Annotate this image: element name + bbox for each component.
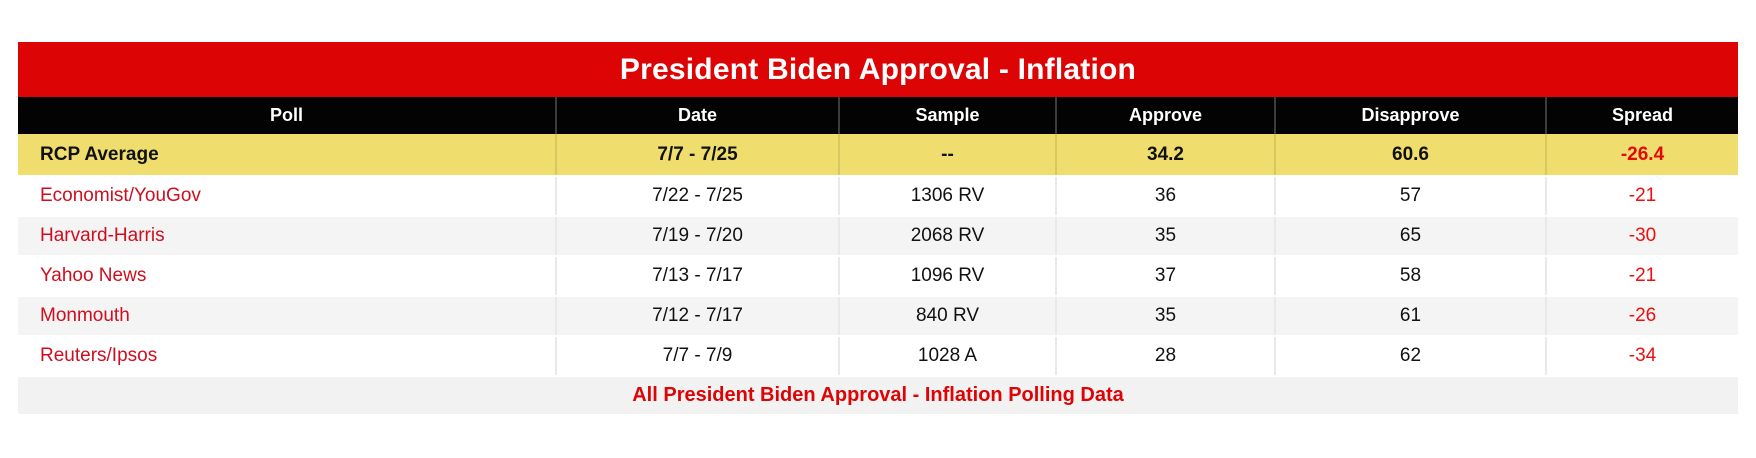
spread-cell: -30 [1545, 217, 1738, 255]
poll-name-cell: Monmouth [18, 297, 555, 335]
sample-cell: 1306 RV [838, 177, 1055, 215]
rcp-average-spread: -26.4 [1545, 134, 1738, 175]
sample-cell: 840 RV [838, 297, 1055, 335]
poll-name-cell: Economist/YouGov [18, 177, 555, 215]
column-header-date: Date [555, 97, 838, 134]
rcp-average-row: RCP Average 7/7 - 7/25 -- 34.2 60.6 -26.… [18, 134, 1738, 175]
table-row: Economist/YouGov 7/22 - 7/25 1306 RV 36 … [18, 177, 1738, 215]
column-header-sample: Sample [838, 97, 1055, 134]
table-title: President Biden Approval - Inflation [619, 52, 1137, 86]
sample-cell: 1096 RV [838, 257, 1055, 295]
poll-link[interactable]: Monmouth [40, 305, 130, 326]
disapprove-cell: 65 [1274, 217, 1545, 255]
spread-cell: -21 [1545, 257, 1738, 295]
column-header-row: Poll Date Sample Approve Disapprove Spre… [18, 97, 1738, 134]
footer-bar: All President Biden Approval - Inflation… [18, 377, 1738, 414]
approve-cell: 35 [1055, 217, 1274, 255]
spread-cell: -34 [1545, 337, 1738, 375]
approve-cell: 35 [1055, 297, 1274, 335]
rcp-average-disapprove: 60.6 [1274, 134, 1545, 175]
column-header-poll: Poll [269, 105, 303, 125]
date-cell: 7/7 - 7/9 [555, 337, 838, 375]
spread-cell: -21 [1545, 177, 1738, 215]
poll-name-cell: Reuters/Ipsos [18, 337, 555, 375]
approve-cell: 28 [1055, 337, 1274, 375]
poll-table: President Biden Approval - Inflation Pol… [18, 42, 1738, 414]
poll-link[interactable]: Reuters/Ipsos [40, 345, 158, 366]
poll-link[interactable]: Economist/YouGov [40, 185, 201, 206]
disapprove-cell: 61 [1274, 297, 1545, 335]
poll-link[interactable]: Yahoo News [40, 265, 147, 286]
column-header-disapprove: Disapprove [1274, 97, 1545, 134]
rcp-average-date: 7/7 - 7/25 [555, 134, 838, 175]
table-row: Reuters/Ipsos 7/7 - 7/9 1028 A 28 62 -34 [18, 337, 1738, 375]
sample-cell: 1028 A [838, 337, 1055, 375]
rcp-average-sample: -- [838, 134, 1055, 175]
table-row: Monmouth 7/12 - 7/17 840 RV 35 61 -26 [18, 297, 1738, 335]
poll-name-cell: Yahoo News [18, 257, 555, 295]
rcp-average-label: RCP Average [40, 143, 159, 165]
table-row: Harvard-Harris 7/19 - 7/20 2068 RV 35 65… [18, 217, 1738, 255]
date-cell: 7/12 - 7/17 [555, 297, 838, 335]
poll-name-cell: Harvard-Harris [18, 217, 555, 255]
all-polling-data-link[interactable]: All President Biden Approval - Inflation… [632, 384, 1124, 406]
poll-link[interactable]: Harvard-Harris [40, 225, 165, 246]
spread-cell: -26 [1545, 297, 1738, 335]
approve-cell: 37 [1055, 257, 1274, 295]
sample-cell: 2068 RV [838, 217, 1055, 255]
disapprove-cell: 57 [1274, 177, 1545, 215]
date-cell: 7/22 - 7/25 [555, 177, 838, 215]
column-header-spread: Spread [1545, 97, 1738, 134]
date-cell: 7/19 - 7/20 [555, 217, 838, 255]
column-header-approve: Approve [1055, 97, 1274, 134]
disapprove-cell: 58 [1274, 257, 1545, 295]
disapprove-cell: 62 [1274, 337, 1545, 375]
table-row: Yahoo News 7/13 - 7/17 1096 RV 37 58 -21 [18, 257, 1738, 295]
rcp-average-approve: 34.2 [1055, 134, 1274, 175]
table-title-bar: President Biden Approval - Inflation [18, 42, 1738, 97]
approve-cell: 36 [1055, 177, 1274, 215]
date-cell: 7/13 - 7/17 [555, 257, 838, 295]
